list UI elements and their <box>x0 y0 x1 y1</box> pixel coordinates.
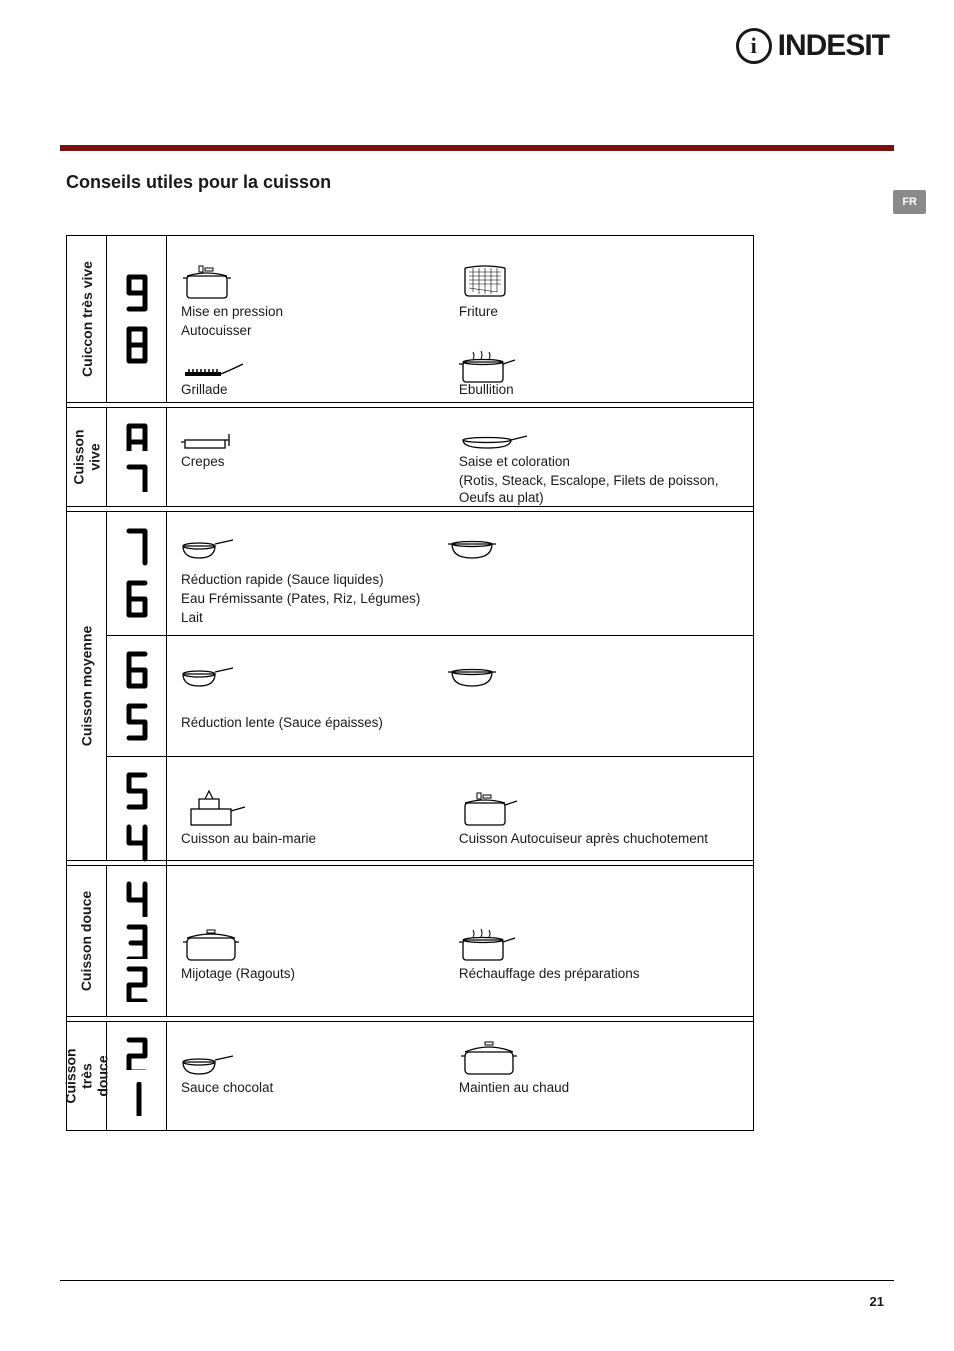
brand-name: INDESIT <box>778 29 889 63</box>
digit-icon <box>125 965 149 1002</box>
pot-steam-icon <box>459 348 519 386</box>
caption: Réduction lente (Sauce épaisses) <box>181 715 739 732</box>
caption: Réduction rapide (Sauce liquides) <box>181 572 739 589</box>
power-digits <box>107 866 167 1016</box>
flat-pan-icon <box>181 430 233 452</box>
digit-icon <box>125 1082 149 1116</box>
power-digits <box>107 408 167 506</box>
table-subrow: Réduction lente (Sauce épaisses) <box>107 635 753 756</box>
cooking-cell: Cuisson Autocuiseur après chuchotement <box>459 767 727 869</box>
digit-icon <box>125 422 149 451</box>
digit-icon <box>125 880 149 917</box>
pot-steam-icon <box>459 926 519 964</box>
caption: Ebullition <box>459 382 727 399</box>
caption: Autocuisser <box>181 323 449 340</box>
cooking-cell: Grillade <box>181 350 449 399</box>
saucepan-icon <box>181 532 237 562</box>
digit-icon <box>125 463 149 492</box>
table-row: Cuiccon très vive Mise en pression Autoc… <box>67 235 753 403</box>
caption: Mise en pression <box>181 304 449 321</box>
table-subrow: Cuisson au bain-marie Cuisson Autocuiseu… <box>107 756 753 877</box>
power-digits <box>107 236 167 402</box>
cooking-cell: Mise en pression Autocuisser <box>181 246 449 340</box>
bowl-icon <box>448 536 500 562</box>
digit-icon <box>125 579 149 619</box>
caption: Lait <box>181 610 739 627</box>
caption: (Rotis, Steack, Escalope, Filets de pois… <box>459 473 727 507</box>
page-title: Conseils utiles pour la cuisson <box>66 172 331 193</box>
digit-icon <box>125 1036 149 1070</box>
bain-marie-icon <box>181 789 249 829</box>
cooking-cell: Crepes <box>181 418 449 507</box>
digit-icon <box>125 325 149 365</box>
caption: Cuisson au bain-marie <box>181 831 449 848</box>
digit-icon <box>125 273 149 313</box>
cooking-cell: Réduction lente (Sauce épaisses) <box>181 715 739 747</box>
accent-bar <box>60 145 894 151</box>
grill-pan-icon <box>181 356 247 380</box>
row-label: Cuisson vive <box>67 408 107 506</box>
caption: Eau Frémissante (Pates, Riz, Légumes) <box>181 591 739 608</box>
cooking-cell <box>181 522 438 562</box>
caption: Cuisson Autocuiseur après chuchotement <box>459 831 727 848</box>
skillet-icon <box>459 430 531 452</box>
brand-logo: i INDESIT <box>736 28 889 64</box>
row-label: Cuisson très douce <box>67 1022 107 1130</box>
fry-basket-icon <box>459 262 511 302</box>
power-digits <box>107 757 167 877</box>
cooking-cell: Réduction rapide (Sauce liquides) Eau Fr… <box>181 572 739 627</box>
digit-icon <box>125 923 149 960</box>
saucepan-icon <box>181 1048 237 1078</box>
caption: Mijotage (Ragouts) <box>181 966 449 983</box>
cooking-cell: Saise et coloration (Rotis, Steack, Esca… <box>459 418 727 507</box>
cooking-cell <box>448 522 705 562</box>
power-digits <box>107 636 167 756</box>
brand-icon: i <box>736 28 772 64</box>
cooking-cell: Ebullition <box>459 350 727 399</box>
caption: Crepes <box>181 454 449 471</box>
digit-icon <box>125 702 149 742</box>
caption: Maintien au chaud <box>459 1080 727 1097</box>
cooking-cell: Friture <box>459 246 727 340</box>
digit-icon <box>125 527 149 567</box>
power-digits <box>107 512 167 635</box>
caption: Réchauffage des préparations <box>459 966 727 983</box>
digit-icon <box>125 771 149 811</box>
row-label: Cuisson moyenne <box>67 512 107 860</box>
cooking-table: Cuiccon très vive Mise en pression Autoc… <box>66 235 754 1131</box>
table-subrow: Réduction rapide (Sauce liquides) Eau Fr… <box>107 512 753 635</box>
cooking-cell: Cuisson au bain-marie <box>181 767 449 869</box>
power-digits <box>107 1022 167 1130</box>
cooking-cell <box>181 646 438 706</box>
digit-icon <box>125 823 149 863</box>
saucepan-icon <box>181 660 237 690</box>
digit-icon <box>125 650 149 690</box>
pressure-cooker-icon <box>181 262 237 302</box>
table-row: Cuisson douce Mijotage (Ragouts) Réchauf… <box>67 865 753 1017</box>
row-label: Cuisson douce <box>67 866 107 1016</box>
table-row: Cuisson vive Crepes Saise et coloration … <box>67 407 753 507</box>
language-tab: FR <box>893 190 926 214</box>
pressure-pot-icon <box>459 789 521 829</box>
cooking-cell: Maintien au chaud <box>459 1032 727 1122</box>
cooking-cell: Mijotage (Ragouts) <box>181 902 449 983</box>
table-row: Cuisson très douce Sauce chocolat Mainti… <box>67 1021 753 1131</box>
lid-pot-icon <box>459 1038 521 1078</box>
caption: Sauce chocolat <box>181 1080 449 1097</box>
table-row: Cuisson moyenne <box>67 511 753 861</box>
footer-divider <box>60 1280 894 1282</box>
bowl-icon <box>448 664 500 690</box>
stew-pot-icon <box>181 924 243 964</box>
caption: Grillade <box>181 382 449 399</box>
page-number: 21 <box>870 1294 884 1309</box>
caption: Friture <box>459 304 727 321</box>
cooking-cell: Sauce chocolat <box>181 1032 449 1122</box>
caption: Saise et coloration <box>459 454 727 471</box>
row-label: Cuiccon très vive <box>67 236 107 402</box>
cooking-cell <box>448 646 705 706</box>
cooking-cell: Réchauffage des préparations <box>459 902 727 983</box>
